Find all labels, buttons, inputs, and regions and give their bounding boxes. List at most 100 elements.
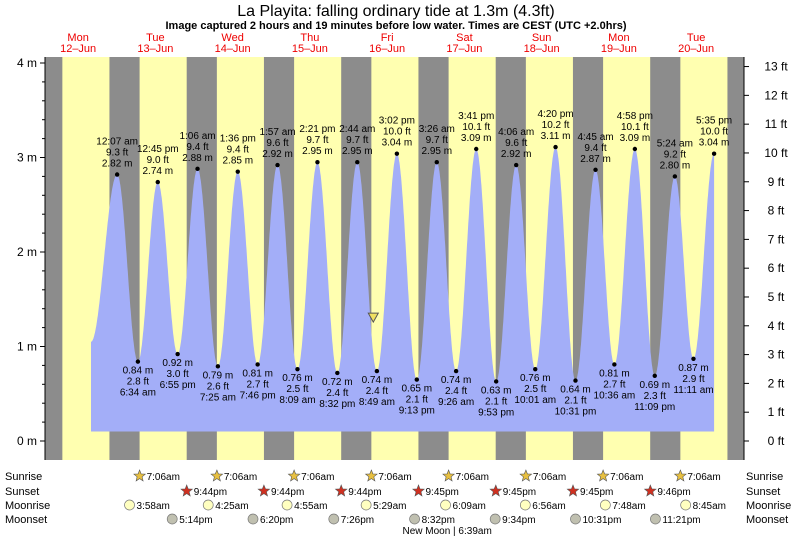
low-tide-time: 11:09 pm: [634, 402, 675, 413]
high-tide-point: [553, 144, 558, 150]
low-tide-time: 10:01 am: [514, 395, 556, 406]
day-date: 12–Jun: [60, 43, 96, 55]
low-tide-point: [612, 362, 617, 367]
high-tide-meters: 2.92 m: [262, 149, 293, 160]
high-tide-point: [593, 167, 598, 172]
low-tide-meters: 0.92 m: [162, 358, 193, 369]
day-date: 17–Jun: [446, 43, 482, 55]
high-tide-time: 12:45 pm: [137, 144, 179, 155]
sunrise-time: 7:06am: [224, 472, 257, 483]
sunrise-icon: [133, 469, 147, 482]
low-tide-meters: 0.76 m: [520, 373, 551, 384]
high-tide-time: 3:26 am: [419, 124, 455, 135]
high-tide-time: 1:06 am: [179, 131, 215, 142]
right-tick-label: 10 ft: [764, 146, 788, 160]
day-date: 20–Jun: [678, 43, 714, 55]
high-tide-feet: 9.4 ft: [584, 143, 606, 154]
sunrise-icon: [673, 469, 687, 482]
low-tide-point: [255, 362, 260, 367]
day-name: Mon: [608, 32, 629, 44]
low-tide-time: 9:13 pm: [399, 406, 435, 417]
high-tide-time: 3:02 pm: [379, 116, 415, 127]
row-label-left: Sunrise: [5, 471, 42, 483]
moonrise-icon: [281, 499, 293, 511]
moonset-icon: [247, 513, 259, 525]
right-tick-label: 8 ft: [768, 204, 785, 218]
high-tide-feet: 9.7 ft: [426, 135, 448, 146]
low-tide-point: [453, 368, 459, 374]
sunrise-icon: [442, 469, 456, 482]
high-tide-feet: 9.2 ft: [664, 149, 686, 160]
high-tide-meters: 3.11 m: [541, 131, 571, 142]
high-tide-meters: 3.09 m: [461, 133, 492, 144]
day-name: Tue: [687, 32, 706, 44]
low-tide-feet: 2.9 ft: [682, 374, 704, 385]
high-tide-time: 1:57 am: [259, 127, 295, 138]
sunrise-icon: [519, 469, 533, 482]
sunset-time: 9:46pm: [657, 487, 690, 498]
row-label-right: Moonrise: [746, 500, 791, 512]
high-tide-point: [632, 146, 638, 152]
low-tide-time: 8:09 am: [279, 395, 315, 406]
low-tide-feet: 2.8 ft: [127, 377, 149, 388]
sunrise-icon: [210, 469, 224, 482]
low-tide-feet: 2.6 ft: [207, 381, 229, 392]
low-tide-time: 7:25 am: [200, 392, 236, 403]
high-tide-meters: 2.95 m: [342, 146, 373, 157]
low-tide-time: 8:49 am: [359, 397, 395, 408]
low-tide-meters: 0.81 m: [242, 368, 273, 379]
moonset-time: 11:21pm: [662, 515, 700, 526]
left-tick-label: 0 m: [17, 434, 37, 448]
high-tide-feet: 9.4 ft: [186, 142, 208, 153]
current-level-marker: [367, 312, 380, 324]
high-tide-time: 5:24 am: [657, 138, 693, 149]
low-tide-meters: 0.81 m: [599, 368, 630, 379]
sunset-time: 9:44pm: [348, 487, 381, 498]
low-tide-point: [295, 366, 300, 372]
moonset-time: 10:31pm: [582, 515, 621, 526]
right-tick-label: 7 ft: [768, 232, 785, 246]
row-label-left: Moonset: [5, 514, 47, 526]
sunrise-icon: [287, 469, 301, 482]
high-tide-meters: 2.80 m: [660, 160, 691, 171]
moonset-icon: [489, 513, 501, 525]
high-tide-point: [513, 162, 519, 168]
high-tide-feet: 9.4 ft: [227, 145, 249, 156]
low-tide-point: [414, 377, 420, 382]
low-tide-feet: 2.3 ft: [644, 391, 666, 402]
sunset-icon: [180, 484, 194, 497]
low-tide-meters: 0.65 m: [402, 384, 433, 395]
low-tide-feet: 2.7 ft: [603, 379, 625, 390]
sunset-icon: [334, 484, 348, 497]
sunrise-icon: [596, 469, 610, 482]
high-tide-feet: 9.7 ft: [306, 135, 328, 146]
high-tide-time: 1:36 pm: [220, 134, 256, 145]
low-tide-point: [573, 378, 578, 383]
high-tide-meters: 2.87 m: [580, 154, 611, 165]
low-tide-point: [135, 359, 141, 364]
low-tide-time: 11:11 am: [673, 385, 713, 396]
high-tide-meters: 2.88 m: [182, 153, 213, 164]
day-name: Sun: [532, 32, 552, 44]
low-tide-meters: 0.64 m: [560, 385, 591, 396]
sunrise-time: 7:06am: [378, 472, 411, 483]
day-name: Wed: [221, 32, 243, 44]
high-tide-point: [235, 169, 240, 174]
day-date: 14–Jun: [215, 43, 251, 55]
high-tide-meters: 2.85 m: [222, 156, 253, 167]
moonset-time: 6:20pm: [260, 515, 293, 526]
high-tide-time: 5:35 pm: [696, 116, 732, 127]
moonrise-time: 6:56am: [532, 501, 565, 512]
row-label-left: Moonrise: [5, 500, 50, 512]
right-tick-label: 9 ft: [768, 175, 785, 189]
high-tide-feet: 9.7 ft: [346, 135, 368, 146]
sunrise-time: 7:06am: [456, 472, 489, 483]
low-tide-point: [374, 368, 380, 374]
sunrise-time: 7:06am: [610, 472, 643, 483]
chart-subtitle: Image captured 2 hours and 19 minutes be…: [165, 20, 626, 32]
high-tide-time: 2:21 pm: [299, 124, 335, 135]
day-name: Mon: [67, 32, 88, 44]
high-tide-time: 4:20 pm: [537, 109, 573, 120]
high-tide-point: [394, 151, 400, 156]
